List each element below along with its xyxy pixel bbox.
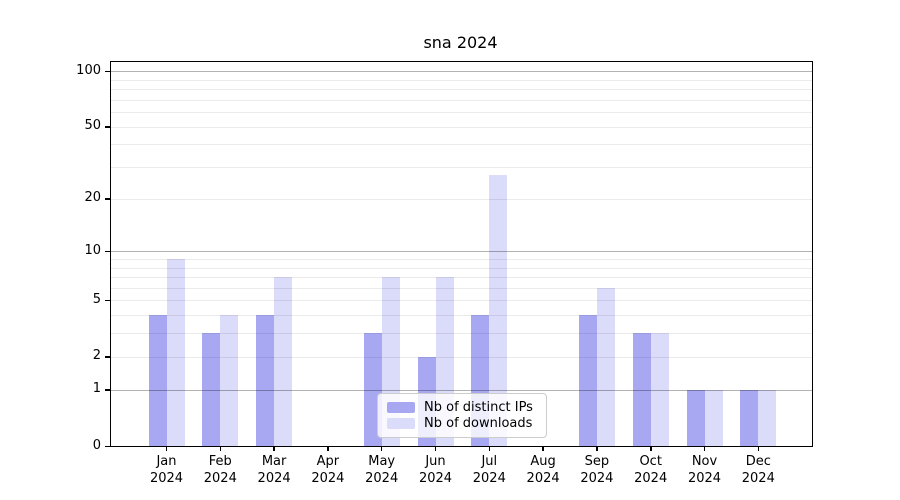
y-tick-label: 20	[84, 190, 101, 206]
legend-label-distinct-ips: Nb of distinct IPs	[424, 399, 533, 415]
y-tick-mark	[104, 389, 110, 391]
y-tick-mark	[104, 70, 110, 72]
y-tick-mark	[104, 250, 110, 253]
bar-downloads	[650, 333, 669, 446]
bar-downloads	[274, 277, 293, 446]
x-tick-label: Apr 2024	[311, 454, 345, 486]
x-tick-label: Jun 2024	[418, 454, 453, 486]
y-tick-label: 1	[92, 381, 101, 397]
bar-distinct-ips	[148, 315, 167, 446]
bar-distinct-ips	[578, 315, 597, 446]
axis-layer: 0 1 2 5 10 20 50 100 Jan 2024 Feb 2024 Mar 2024 Apr 202…	[76, 62, 812, 487]
bar-downloads	[220, 315, 239, 446]
x-tick-mark	[650, 446, 652, 451]
y-tick-mark	[104, 299, 110, 302]
y-tick-label: 2	[92, 348, 101, 364]
y-tick-label: 10	[84, 242, 101, 258]
bar-distinct-ips	[740, 389, 759, 446]
bar-distinct-ips	[256, 315, 275, 446]
y-tick-mark	[104, 126, 110, 128]
y-tick-label: 5	[92, 291, 101, 307]
bar-distinct-ips	[686, 389, 705, 446]
plot-area: 0 1 2 5 10 20 50 100 Jan 2024 Feb 2024 Mar 2024 Apr 202…	[76, 61, 813, 487]
y-tick-mark	[104, 356, 110, 358]
bar-downloads	[758, 389, 777, 446]
x-tick-label: Mar 2024	[257, 454, 291, 486]
y-tick-label: 100	[76, 62, 101, 78]
x-tick-label: Sep 2024	[580, 454, 614, 486]
x-tick-mark	[757, 446, 759, 451]
x-tick-label: Aug 2024	[526, 454, 560, 486]
x-tick-label: Jul 2024	[472, 454, 506, 486]
legend: Nb of distinct IPs Nb of downloads	[377, 393, 547, 438]
bar-distinct-ips	[202, 333, 221, 446]
x-tick-label: May 2024	[365, 454, 399, 486]
y-tick-label: 0	[92, 437, 101, 453]
x-tick-mark	[434, 446, 437, 451]
x-tick-mark	[596, 446, 598, 451]
legend-swatch-distinct-ips	[387, 401, 415, 413]
legend-row: Nb of distinct IPs	[387, 400, 537, 415]
x-tick-label: Jan 2024	[149, 454, 184, 486]
bars-layer	[111, 62, 812, 446]
bar-downloads	[704, 389, 723, 446]
x-tick-label: Feb 2024	[203, 454, 237, 486]
x-tick-mark	[542, 446, 544, 451]
legend-swatch-downloads	[387, 418, 415, 430]
x-tick-label: Dec 2024	[741, 454, 775, 486]
y-tick-label: 50	[84, 118, 101, 133]
x-tick-mark	[703, 446, 706, 451]
x-tick-mark	[488, 446, 490, 451]
chart-title: sna 2024	[423, 33, 498, 52]
y-tick-mark	[104, 198, 110, 200]
x-tick-mark	[165, 446, 168, 451]
x-tick-mark	[327, 446, 329, 451]
x-tick-mark	[219, 446, 221, 451]
x-tick-label: Oct 2024	[634, 454, 668, 486]
bar-downloads	[166, 258, 185, 446]
bar-distinct-ips	[632, 333, 651, 446]
legend-row: Nb of downloads	[387, 416, 537, 431]
x-tick-label: Nov 2024	[687, 454, 722, 486]
legend-label-downloads: Nb of downloads	[424, 416, 533, 432]
x-tick-mark	[380, 446, 383, 451]
bar-downloads	[489, 175, 508, 446]
y-tick-mark	[104, 445, 110, 447]
bar-downloads	[596, 287, 615, 446]
x-tick-mark	[273, 446, 275, 451]
